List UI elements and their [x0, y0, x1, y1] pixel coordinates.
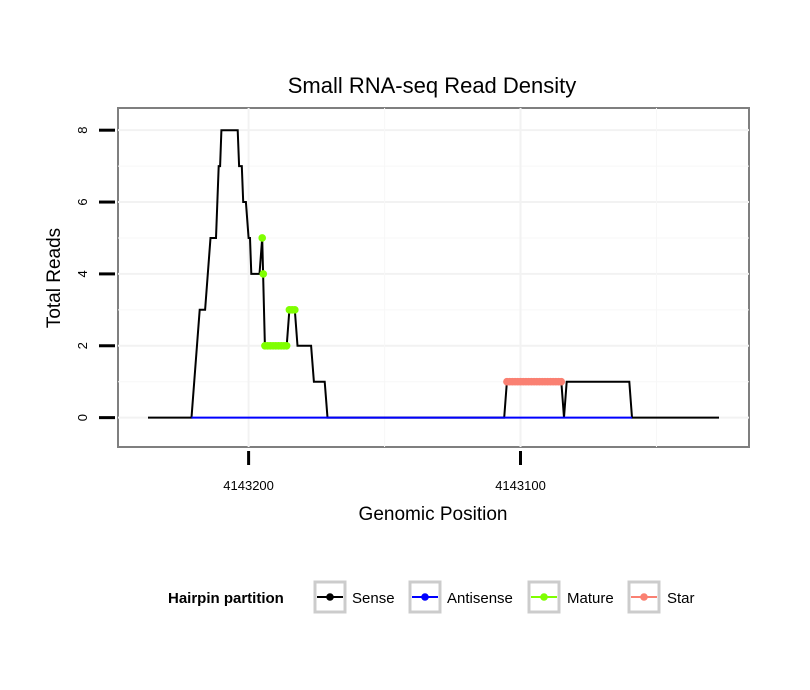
- y-tick-label: 0: [75, 414, 90, 421]
- point-mature: [291, 306, 299, 314]
- legend-label-antisense: Antisense: [447, 590, 513, 607]
- x-axis: 4143200 4143100: [223, 451, 546, 493]
- legend-key-point-sense: [326, 593, 334, 601]
- legend-label-mature: Mature: [567, 590, 614, 607]
- legend: Hairpin partition Sense Antisense Mature St…: [168, 580, 695, 614]
- legend-key-point-mature: [540, 593, 548, 601]
- legend-title: Hairpin partition: [168, 590, 284, 607]
- y-tick-label: 8: [75, 127, 90, 134]
- point-mature: [282, 341, 291, 350]
- y-axis-title: Total Reads: [44, 228, 65, 328]
- legend-label-star: Star: [667, 590, 695, 607]
- chart-title: Small RNA-seq Read Density: [288, 73, 577, 98]
- legend-key-point-star: [640, 593, 648, 601]
- y-axis: 0 2 4 6 8: [75, 127, 115, 421]
- point-mature: [259, 270, 268, 278]
- grid-lines: [118, 108, 749, 447]
- point-star: [557, 377, 566, 386]
- x-tick-label: 4143100: [495, 478, 546, 493]
- y-tick-label: 6: [75, 198, 90, 205]
- x-tick-label: 4143200: [223, 478, 274, 493]
- y-tick-label: 2: [75, 342, 90, 349]
- point-mature: [258, 234, 267, 242]
- x-axis-title: Genomic Position: [359, 504, 508, 525]
- y-tick-label: 4: [75, 270, 90, 277]
- plot-area: [148, 129, 719, 419]
- legend-key-point-antisense: [421, 593, 429, 601]
- legend-label-sense: Sense: [352, 590, 395, 607]
- plot-panel: [117, 107, 750, 448]
